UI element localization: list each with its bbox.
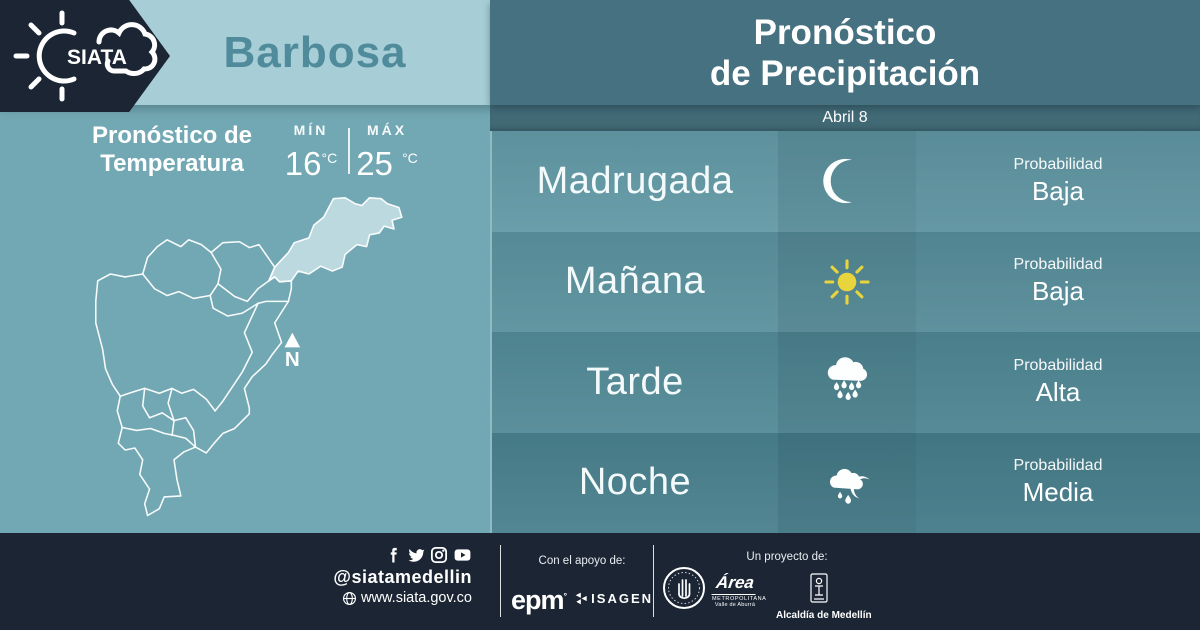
temperature-divider xyxy=(348,128,350,174)
highlighted-municipality-shape xyxy=(268,196,403,283)
probability-value: Baja xyxy=(1031,276,1085,307)
social-icons xyxy=(310,546,472,564)
website: www.siata.gov.co xyxy=(310,590,472,606)
max-label: MÁX xyxy=(366,122,408,138)
icon-cell xyxy=(778,131,916,232)
max-unit: °C xyxy=(402,150,418,166)
max-temperature: MÁX 25 °C xyxy=(356,122,418,182)
footer-divider xyxy=(500,545,501,617)
probability-value: Media xyxy=(1022,477,1094,508)
probability-cell: Probabilidad Baja xyxy=(916,231,1200,332)
facebook-icon xyxy=(390,547,397,563)
twitter-icon xyxy=(408,549,425,562)
north-arrow-icon: N xyxy=(284,332,301,371)
probability-label: Probabilidad xyxy=(1013,256,1103,274)
north-label: N xyxy=(285,348,300,371)
siata-sun-cloud-icon: SIATA xyxy=(13,10,158,102)
probability-label: Probabilidad xyxy=(1013,457,1103,475)
supporters-group: Con el apoyo de: epm° ISAGEN xyxy=(511,551,653,615)
temperature-title-line1: Pronóstico de xyxy=(91,122,253,149)
siata-logo: SIATA xyxy=(0,0,170,112)
max-value: 25 °C xyxy=(356,140,418,182)
max-number: 25 xyxy=(356,145,393,182)
period-label: Noche xyxy=(578,461,692,504)
support-label: Con el apoyo de: xyxy=(538,555,626,567)
precip-title-line1: Pronóstico xyxy=(753,12,937,52)
forecast-row-tarde: Tarde xyxy=(492,332,1200,433)
social-handle: @siatamedellin xyxy=(333,567,472,587)
forecast-row-noche: Noche Probabilidad Media xyxy=(492,432,1200,533)
probability-value: Alta xyxy=(1035,376,1081,407)
project-label: Un proyecto de: xyxy=(746,551,828,563)
area-metropolitana-logo: Área METROPOLITANA Valle de Aburrá xyxy=(711,573,767,608)
university-seal-icon xyxy=(662,566,706,615)
temperature-title: Pronóstico de Temperatura xyxy=(78,122,266,178)
probability-label: Probabilidad xyxy=(1013,155,1103,173)
night-rain-icon xyxy=(829,468,870,504)
probability-cell: Probabilidad Baja xyxy=(916,131,1200,232)
rain-cloud-icon xyxy=(827,357,868,401)
alcaldia-text: Alcaldía de Medellín xyxy=(776,610,872,621)
area-script-text: Área xyxy=(711,573,759,595)
epm-text: epm xyxy=(511,585,565,615)
footer-divider xyxy=(653,545,654,617)
icon-cell xyxy=(778,231,916,332)
temperature-title-line2: Temperatura xyxy=(100,150,244,177)
temperature-forecast: Pronóstico de Temperatura MÍN 16°C MÁX 2… xyxy=(78,122,418,182)
precip-title-line2: de Precipitación xyxy=(709,53,981,93)
icon-cell xyxy=(778,432,916,533)
siata-logo-text: SIATA xyxy=(67,46,127,69)
globe-icon xyxy=(343,591,357,605)
valle-de-aburra-text: Valle de Aburrá xyxy=(714,602,756,608)
forecast-row-madrugada: Madrugada Probabilidad Baja xyxy=(492,131,1200,232)
forecast-date: Abril 8 xyxy=(490,105,1200,131)
project-group: Un proyecto de: Área METROPOLITANA Valle… xyxy=(711,551,872,621)
moon-icon xyxy=(823,159,852,204)
min-unit: °C xyxy=(321,150,338,166)
isagen-text: ISAGEN xyxy=(591,590,653,606)
min-label: MÍN xyxy=(293,122,329,138)
forecast-rows: Madrugada Probabilidad Baja Mañana xyxy=(490,131,1200,533)
sun-icon xyxy=(824,259,870,305)
period-label: Mañana xyxy=(564,260,706,303)
precipitation-header: Pronóstico de Precipitación xyxy=(490,0,1200,105)
area-metropolitana-text: METROPOLITANA xyxy=(712,596,767,602)
isagen-logo: ISAGEN xyxy=(575,591,653,606)
min-temperature: MÍN 16°C xyxy=(280,122,342,182)
alcaldia-logo: Alcaldía de Medellín xyxy=(776,573,872,621)
municipality-title: Barbosa xyxy=(223,28,407,77)
probability-cell: Probabilidad Alta xyxy=(916,332,1200,433)
forecast-row-manana: Mañana xyxy=(492,231,1200,332)
alcaldia-emblem-icon xyxy=(810,573,828,603)
epm-logo: epm° xyxy=(511,585,567,615)
probability-cell: Probabilidad Media xyxy=(916,432,1200,533)
min-number: 16 xyxy=(284,145,322,182)
icon-cell xyxy=(778,332,916,433)
period-label: Tarde xyxy=(586,360,684,403)
isagen-pinwheel-icon xyxy=(575,592,587,604)
website-url: www.siata.gov.co xyxy=(361,590,472,606)
youtube-icon xyxy=(454,549,471,561)
instagram-icon xyxy=(430,546,448,564)
aburra-valley-map: N xyxy=(94,196,403,517)
min-value: 16°C xyxy=(280,140,342,182)
period-label: Madrugada xyxy=(536,159,734,202)
footer: @siatamedellin www.siata.gov.co Con el a… xyxy=(0,533,1200,630)
probability-label: Probabilidad xyxy=(1013,356,1103,374)
precipitation-panel: Pronóstico de Precipitación Abril 8 Madr… xyxy=(490,0,1200,533)
probability-value: Baja xyxy=(1031,175,1085,206)
social-block: @siatamedellin www.siata.gov.co xyxy=(310,546,472,606)
